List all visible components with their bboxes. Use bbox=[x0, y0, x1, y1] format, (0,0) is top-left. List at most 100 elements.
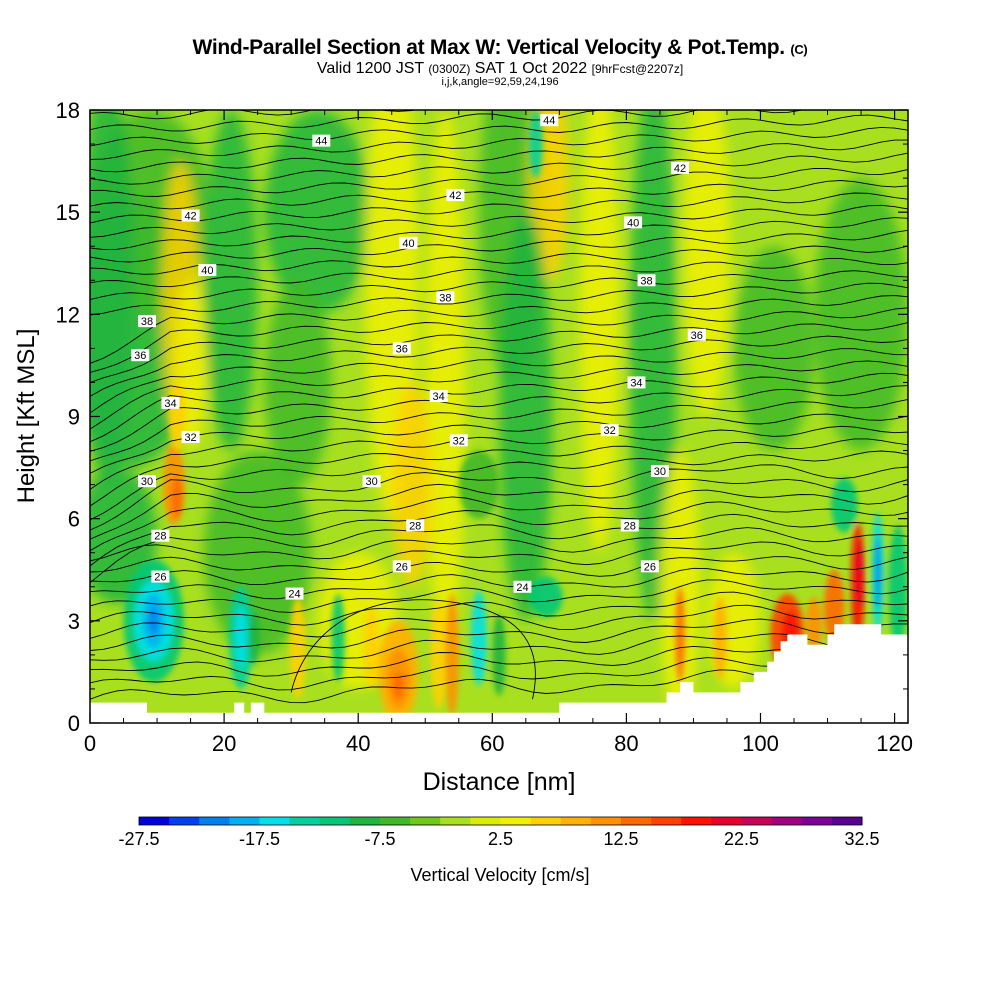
x-tick-label: 60 bbox=[480, 731, 504, 756]
contour-label-box bbox=[671, 161, 690, 174]
colorbar-swatch bbox=[380, 817, 411, 825]
colorbar-tick-label: 22.5 bbox=[724, 829, 759, 849]
colorbar-label: Vertical Velocity [cm/s] bbox=[410, 865, 589, 885]
chart-subtitle: Valid 1200 JST (0300Z) SAT 1 Oct 2022 [9… bbox=[316, 60, 684, 77]
colorbar-swatch bbox=[319, 817, 351, 825]
x-tick-label: 100 bbox=[742, 731, 779, 756]
colorbar-swatch bbox=[410, 817, 441, 825]
contour-label-box bbox=[449, 434, 468, 447]
colorbar-swatch bbox=[530, 817, 562, 825]
colorbar-swatch bbox=[289, 817, 321, 825]
colorbar-swatch bbox=[169, 817, 200, 825]
y-tick-label: 0 bbox=[68, 711, 80, 736]
chart-parameters: i,j,k,angle=92,59,24,196 bbox=[441, 76, 559, 88]
colorbar-swatch bbox=[711, 817, 742, 825]
colorbar-tick-label: -7.5 bbox=[364, 829, 395, 849]
chart-title: Wind-Parallel Section at Max W: Vertical… bbox=[192, 36, 808, 59]
colorbar-swatch bbox=[771, 817, 803, 825]
contour-label: 26 bbox=[396, 561, 408, 573]
contour-label: 36 bbox=[396, 343, 408, 355]
colorbar-swatch bbox=[621, 817, 652, 825]
contour-label-box bbox=[406, 519, 425, 532]
contour-label-box bbox=[687, 328, 706, 341]
contour-label-box bbox=[137, 475, 156, 488]
contour-label: 40 bbox=[201, 265, 213, 277]
contour-label: 40 bbox=[627, 217, 639, 229]
colorbar-swatch bbox=[801, 817, 833, 825]
contour-label: 28 bbox=[409, 520, 421, 532]
contour-label: 28 bbox=[154, 531, 166, 543]
x-tick-label: 80 bbox=[614, 731, 638, 756]
colorbar-swatch bbox=[440, 817, 471, 825]
contour-label-box bbox=[600, 424, 619, 437]
colorbar-swatch bbox=[229, 817, 260, 825]
contour-label-box bbox=[181, 209, 200, 222]
colorbar-swatch bbox=[831, 817, 863, 825]
colorbar-frame bbox=[138, 816, 863, 826]
y-tick-label: 12 bbox=[56, 302, 80, 327]
contour-label: 42 bbox=[449, 190, 461, 202]
x-tick-label: 120 bbox=[876, 731, 913, 756]
contour-label: 44 bbox=[543, 115, 555, 127]
contour-label-box bbox=[285, 587, 304, 600]
contour-label-box bbox=[436, 291, 455, 304]
contour-label: 42 bbox=[184, 211, 196, 223]
contour-label-box bbox=[637, 274, 656, 287]
x-tick-label: 20 bbox=[212, 731, 236, 756]
colorbar-tick-label: 2.5 bbox=[488, 829, 513, 849]
contour-label-box bbox=[627, 376, 646, 389]
colorbar-swatch bbox=[560, 817, 592, 825]
x-axis-label: Distance [nm] bbox=[423, 768, 576, 796]
colorbar-swatch bbox=[741, 817, 773, 825]
colorbar-swatch bbox=[349, 817, 381, 825]
contour-label-box bbox=[513, 580, 532, 593]
contour-label-box bbox=[392, 342, 411, 355]
contour-label: 32 bbox=[453, 435, 465, 447]
contour-label: 26 bbox=[154, 572, 166, 584]
contour-label: 24 bbox=[288, 589, 300, 601]
contour-label: 36 bbox=[134, 350, 146, 362]
contour-label-box bbox=[540, 114, 559, 127]
contour-label-box bbox=[137, 315, 156, 328]
contour-label-box bbox=[161, 396, 180, 409]
x-tick-label: 0 bbox=[84, 731, 96, 756]
contour-label-box bbox=[392, 560, 411, 573]
contour-label-box bbox=[362, 475, 381, 488]
colorbar-swatch bbox=[470, 817, 501, 825]
colorbar-swatch bbox=[500, 817, 532, 825]
contour-label: 28 bbox=[624, 520, 636, 532]
contour-label: 30 bbox=[365, 476, 377, 488]
contour-label: 38 bbox=[141, 316, 153, 328]
contour-label: 24 bbox=[516, 582, 528, 594]
colorbar-swatch bbox=[199, 817, 230, 825]
contour-label-box bbox=[151, 529, 170, 542]
y-tick-label: 18 bbox=[56, 98, 80, 123]
colorbar-swatch bbox=[681, 817, 712, 825]
contour-label-box bbox=[640, 560, 659, 573]
colorbar: -27.5 -17.5 -7.5 2.5 12.5 22.5 32.5 bbox=[118, 816, 880, 849]
y-tick-label: 9 bbox=[68, 405, 80, 430]
y-tick-label: 6 bbox=[68, 507, 80, 532]
colorbar-tick-label: 32.5 bbox=[844, 829, 879, 849]
contour-label: 34 bbox=[630, 377, 642, 389]
colorbar-swatch bbox=[259, 817, 291, 825]
contour-label: 34 bbox=[164, 398, 176, 410]
contour-label-box bbox=[650, 464, 669, 477]
contour-label: 38 bbox=[439, 292, 451, 304]
y-axis-label: Height [Kft MSL] bbox=[13, 329, 40, 504]
contour-label-box bbox=[312, 134, 331, 147]
contour-label-box bbox=[624, 216, 643, 229]
contour-label-box bbox=[181, 430, 200, 443]
contour-label-box bbox=[429, 390, 448, 403]
terrain-mask bbox=[90, 624, 908, 723]
contour-label: 32 bbox=[184, 432, 196, 444]
y-tick-label: 15 bbox=[56, 200, 80, 225]
vertical-velocity-field: 44 44 42 42 42 40 40 40 38 38 38 36 36 36 34 34 34 32 32 32… bbox=[90, 110, 908, 723]
colorbar-tick-label: -17.5 bbox=[239, 829, 280, 849]
colorbar-swatch bbox=[139, 817, 170, 825]
contour-label: 40 bbox=[402, 238, 414, 250]
y-axis: 0 36 9 12 15 18 bbox=[56, 98, 908, 736]
contour-label-box bbox=[399, 236, 418, 249]
contour-label-box bbox=[446, 189, 465, 202]
